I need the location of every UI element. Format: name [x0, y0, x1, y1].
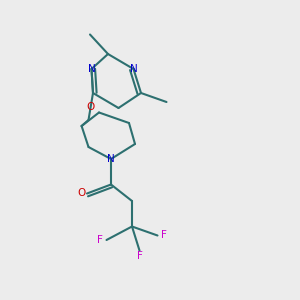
Text: O: O [77, 188, 86, 199]
Text: F: F [97, 235, 103, 245]
Text: F: F [161, 230, 167, 241]
Text: N: N [130, 64, 137, 74]
Text: N: N [88, 64, 95, 74]
Text: F: F [136, 251, 142, 261]
Text: O: O [87, 101, 95, 112]
Text: N: N [107, 154, 115, 164]
